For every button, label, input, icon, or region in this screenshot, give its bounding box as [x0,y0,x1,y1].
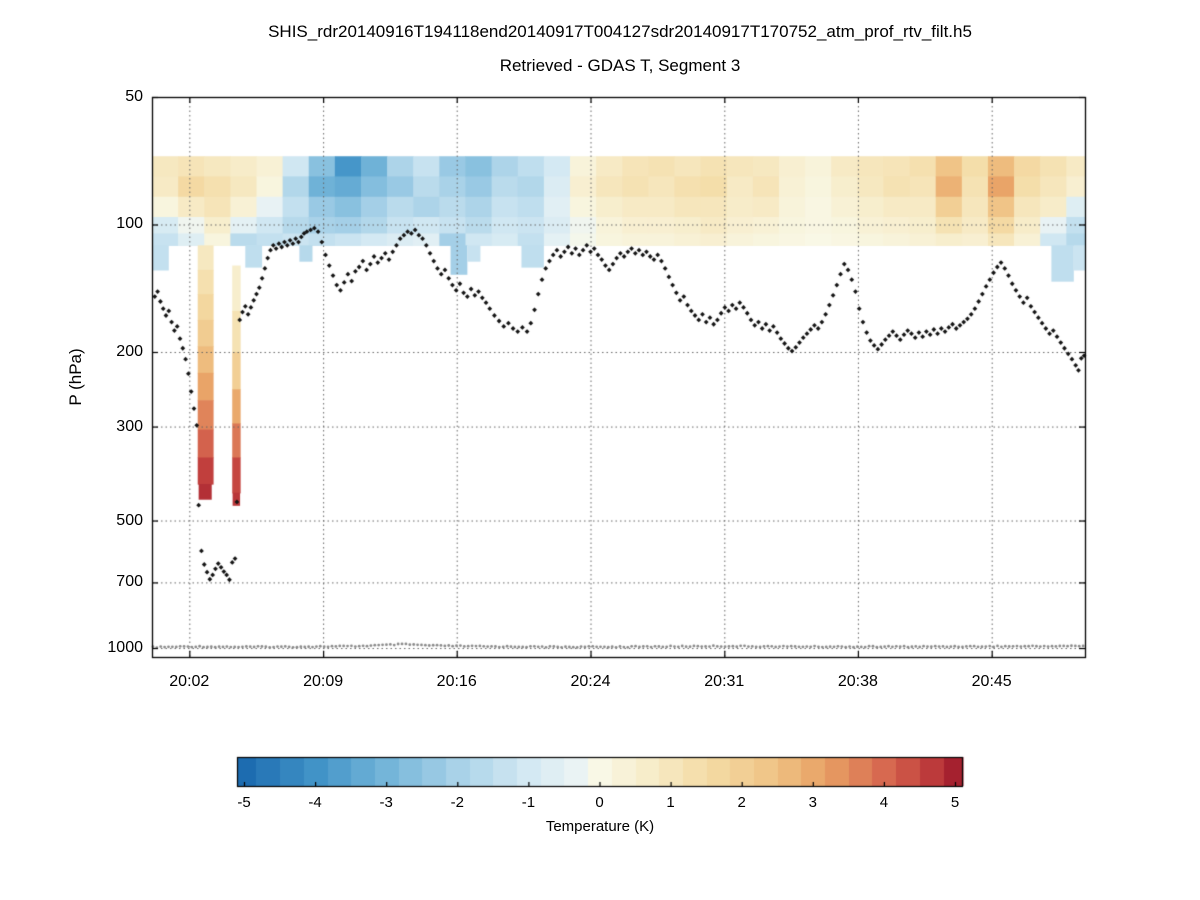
x-tick-label: 20:24 [570,673,611,690]
y-tick-label: 700 [116,573,143,591]
y-tick-label: 50 [125,88,143,105]
colorbar-tick-label: -2 [450,794,464,811]
colorbar-tick-label: -4 [308,794,322,811]
x-tick-label: 20:16 [436,673,477,690]
colorbar-tick-label: 3 [808,794,817,811]
x-tick-label: 20:09 [303,673,344,690]
colorbar-tick-label: -5 [237,794,251,811]
colorbar-tick-label: 5 [950,794,960,811]
y-tick-label: 300 [116,417,143,435]
figure-title: SHIS_rdr20140916T194118end20140917T00412… [268,22,972,41]
y-axis-label: P (hPa) [66,348,85,406]
colorbar-tick-label: 0 [595,794,604,811]
colorbar-tick-label: 4 [879,794,889,811]
colorbar-tick-label: 2 [737,794,746,811]
colorbar-tick-label: 1 [666,794,675,811]
x-tick-label: 20:45 [971,673,1012,690]
figure-subtitle: Retrieved - GDAS T, Segment 3 [499,56,741,75]
y-tick-label: 200 [116,342,143,360]
y-tick-label: 500 [116,511,143,529]
y-tick-label: 100 [116,215,143,233]
colorbar-tick-label: -1 [521,794,536,811]
y-tick-label: 1000 [107,639,143,657]
x-tick-label: 20:31 [704,673,745,690]
x-tick-label: 20:38 [837,673,878,690]
colorbar-tick-label: -3 [379,794,393,811]
colorbar-label: Temperature (K) [545,818,655,835]
x-tick-label: 20:02 [169,673,210,690]
